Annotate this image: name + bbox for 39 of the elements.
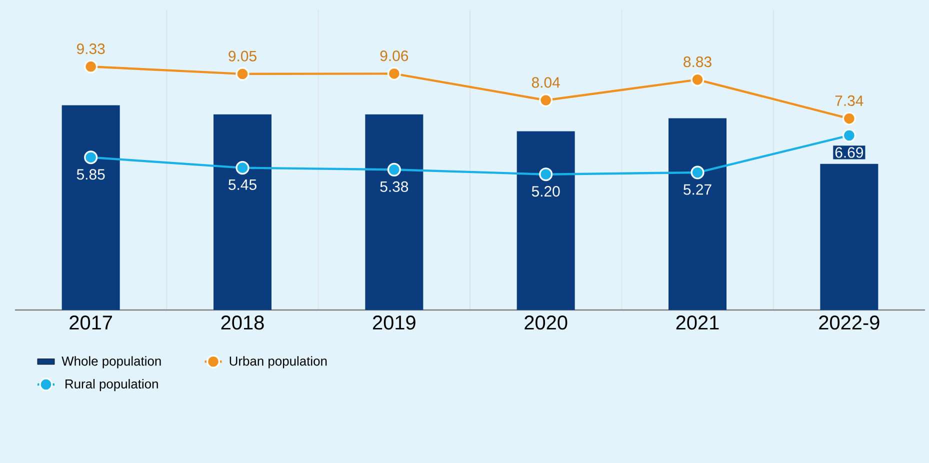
point <box>690 72 704 86</box>
bar <box>62 105 120 310</box>
point <box>690 166 704 180</box>
data-label: 5.85 <box>76 169 105 180</box>
x-tick-label: 2021 <box>676 316 719 330</box>
point <box>387 66 401 80</box>
point <box>539 93 553 108</box>
bar <box>668 118 727 310</box>
data-label: 9.06 <box>380 50 408 62</box>
legend-label: Rural population <box>66 379 158 392</box>
point <box>539 168 553 182</box>
data-label: 8.04 <box>532 77 560 88</box>
data-label: 9.05 <box>228 50 256 62</box>
x-tick-label: 2018 <box>221 316 264 330</box>
legend-label: Whole population <box>62 356 161 368</box>
data-label: 8.83 <box>684 56 712 68</box>
x-tick-label: 2022-9 <box>819 316 880 330</box>
data-label: 5.27 <box>684 184 712 195</box>
bar <box>214 114 272 310</box>
point <box>387 162 401 176</box>
data-label: 7.34 <box>835 95 864 106</box>
x-tick-label: 2019 <box>373 316 416 330</box>
bar <box>516 131 575 310</box>
x-tick-label: 2020 <box>524 316 568 330</box>
x-tick-label: 2017 <box>70 316 112 330</box>
data-label: 9.33 <box>76 44 105 54</box>
point <box>84 150 98 164</box>
data-label: 5.20 <box>532 186 560 197</box>
point <box>236 161 250 175</box>
legend-label: Urban population <box>230 356 327 368</box>
point <box>842 112 856 126</box>
data-label: 5.45 <box>228 180 256 190</box>
point <box>842 128 856 142</box>
point <box>84 60 98 74</box>
data-label: 6.69 <box>835 147 863 158</box>
data-label: 5.38 <box>380 181 408 192</box>
bar <box>365 114 424 310</box>
bar <box>820 164 878 310</box>
point <box>236 67 250 81</box>
